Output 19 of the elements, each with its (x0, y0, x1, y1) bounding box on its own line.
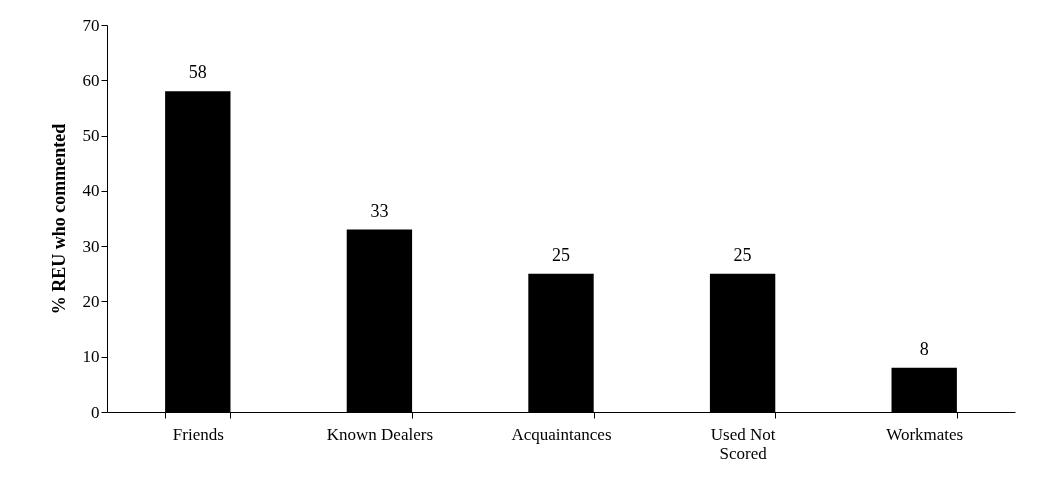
x-tick-label: Known Dealers (326, 424, 434, 444)
y-tick-label: 10 (82, 347, 100, 367)
x-tick-label: Acquaintances (511, 424, 612, 444)
y-axis-title: % REU who commented (48, 123, 69, 315)
y-tick-label: 0 (91, 402, 100, 422)
data-label: 8 (919, 338, 929, 359)
data-label: 58 (188, 62, 207, 83)
y-tick-label: 20 (82, 291, 100, 311)
data-label: 25 (552, 244, 570, 265)
y-tick-label: 50 (82, 126, 100, 146)
x-tick-label: Workmates (886, 424, 964, 444)
y-tick-label: 30 (82, 236, 100, 256)
y-tick-label: 70 (82, 15, 100, 35)
data-label: 25 (733, 244, 752, 265)
y-tick-label: 40 (82, 181, 100, 201)
data-label: 33 (370, 200, 389, 221)
y-tick-label: 60 (82, 70, 100, 90)
x-tick-label: Used Not Scored (710, 424, 776, 463)
x-tick-label: Friends (172, 424, 224, 444)
